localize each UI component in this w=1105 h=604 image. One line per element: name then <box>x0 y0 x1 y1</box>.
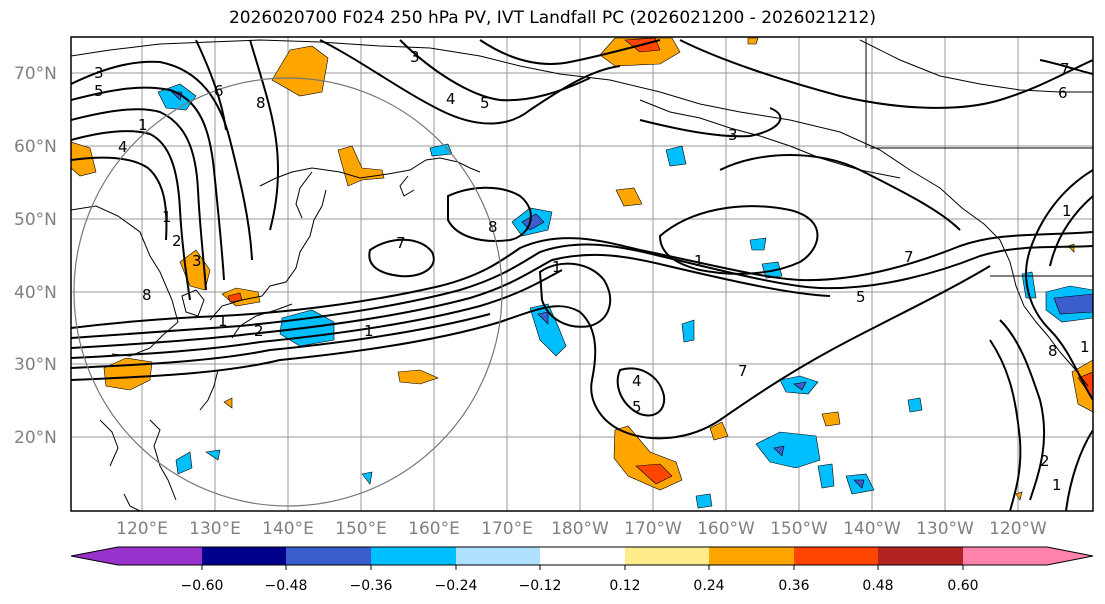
lon-label: 130°E <box>189 519 241 539</box>
colorbar-segment <box>709 547 794 565</box>
contour-label: 1 <box>1080 338 1090 356</box>
contour-label: 1 <box>364 322 374 340</box>
contour-label: 8 <box>1048 342 1058 360</box>
colorbar-tick-label: 0.36 <box>778 578 809 594</box>
contour-label: 1 <box>694 252 704 270</box>
contour-label: 4 <box>118 138 128 156</box>
graticule <box>71 37 1093 511</box>
lon-label: 170°E <box>481 519 533 539</box>
colorbar-tick-label: 0.60 <box>947 578 978 594</box>
contour-label: 8 <box>142 286 152 304</box>
contour-label: 3 <box>94 64 104 82</box>
lon-label: 120°W <box>989 519 1047 539</box>
lat-label: 70°N <box>14 64 57 84</box>
contour-label: 1 <box>552 258 562 276</box>
contour-label: 1 <box>162 208 172 226</box>
map-border <box>70 36 1094 512</box>
contour-label: 6 <box>214 82 224 100</box>
colorbar-segment <box>118 547 202 565</box>
contour-label: 6 <box>1058 84 1068 102</box>
contour-label: 7 <box>904 248 914 266</box>
lon-label: 180°W <box>551 519 609 539</box>
lon-label: 160°E <box>408 519 460 539</box>
colorbar-tick-labels: −0.60 −0.48 −0.36 −0.24 −0.12 0.12 0.24 … <box>181 578 979 594</box>
contour-label: 2 <box>1040 452 1050 470</box>
colorbar-tick-label: 0.48 <box>862 578 893 594</box>
colorbar-segment <box>371 547 456 565</box>
contour-label: 1 <box>1052 476 1062 494</box>
colorbar-tick-label: 0.12 <box>609 578 640 594</box>
contour-label: 4 <box>446 90 456 108</box>
contour-label: 3 <box>410 48 420 66</box>
colorbar-tick-label: −0.12 <box>519 578 562 594</box>
lon-label: 160°W <box>697 519 755 539</box>
contour-label: 3 <box>192 252 202 270</box>
map-title: 2026020700 F024 250 hPa PV, IVT Landfall… <box>228 8 876 28</box>
contour-label: 4 <box>632 372 642 390</box>
lon-label: 150°E <box>335 519 387 539</box>
colorbar-segment <box>456 547 540 565</box>
contour-label: 1 <box>1062 202 1072 220</box>
lon-label: 120°E <box>116 519 168 539</box>
colorbar-segment <box>540 547 625 565</box>
contour-label: 7 <box>1060 60 1070 78</box>
landfall-radius-circle <box>73 77 503 507</box>
lon-label: 140°E <box>262 519 314 539</box>
contour-label: 5 <box>632 398 642 416</box>
colorbar-outline <box>70 546 1094 566</box>
latitude-labels: 70°N 60°N 50°N 40°N 30°N 20°N <box>14 64 57 448</box>
lon-label: 150°W <box>770 519 828 539</box>
colorbar-segment <box>286 547 371 565</box>
contour-label: 3 <box>728 126 738 144</box>
contour-label: 7 <box>396 234 406 252</box>
colorbar-tick-label: −0.24 <box>435 578 478 594</box>
lat-label: 20°N <box>14 428 57 448</box>
contour-label: 8 <box>256 94 266 112</box>
lat-label: 40°N <box>14 283 57 303</box>
colorbar-tick-label: −0.36 <box>350 578 393 594</box>
contour-label: 5 <box>94 82 104 100</box>
colorbar-tick-label: −0.48 <box>265 578 308 594</box>
shading-positive <box>71 37 1093 501</box>
colorbar-extend-high <box>1047 547 1093 565</box>
colorbar-segment <box>625 547 709 565</box>
colorbar-segment <box>878 547 963 565</box>
contour-label: 5 <box>856 288 866 306</box>
contour-label: 2 <box>172 232 182 250</box>
lat-label: 50°N <box>14 210 57 230</box>
colorbar-segment <box>963 547 1047 565</box>
colorbar-segment <box>202 547 286 565</box>
colorbar-extend-low <box>71 547 118 565</box>
colorbar <box>70 546 1094 570</box>
lon-label: 170°W <box>624 519 682 539</box>
lat-label: 30°N <box>14 355 57 375</box>
shading-negative <box>157 83 1093 509</box>
contour-label: 5 <box>480 94 490 112</box>
contour-label: 8 <box>488 218 498 236</box>
contour-labels: 3 5 4 6 8 4 5 3 1 2 3 8 1 7 8 1 1 2 4 5 … <box>94 48 1090 494</box>
contour-label: 1 <box>138 116 148 134</box>
colorbar-segment <box>794 547 878 565</box>
lat-label: 60°N <box>14 137 57 157</box>
lon-label: 140°W <box>843 519 901 539</box>
pv-contours <box>71 39 1093 511</box>
map-area <box>71 37 1093 511</box>
longitude-labels: 120°E 130°E 140°E 150°E 160°E 170°E 180°… <box>116 519 1047 539</box>
contour-label: 2 <box>254 322 264 340</box>
contour-label: 1 <box>218 312 228 330</box>
colorbar-tick-label: −0.60 <box>181 578 224 594</box>
lon-label: 130°W <box>916 519 974 539</box>
contour-label: 7 <box>738 362 748 380</box>
colorbar-tick-label: 0.24 <box>693 578 724 594</box>
